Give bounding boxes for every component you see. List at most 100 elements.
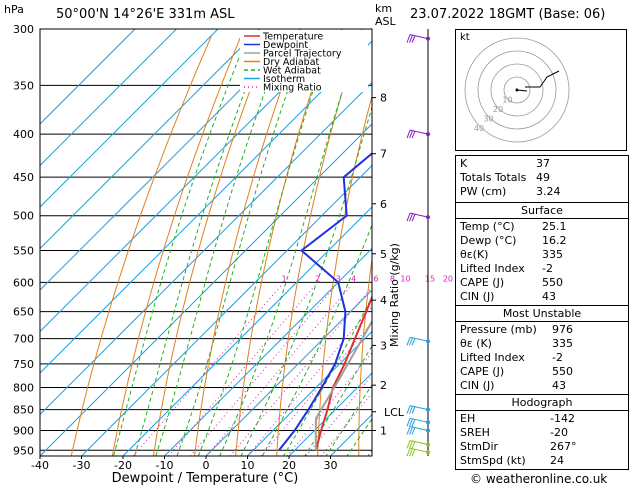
row-value: 550 [542, 276, 563, 289]
pw-value: 3.24 [536, 185, 561, 198]
mixing-ratio-axis-title: Mixing Ratio (g/kg) [388, 243, 401, 347]
row-label: CAPE (J) [460, 365, 505, 378]
row-value: -2 [552, 351, 563, 364]
hodograph-center [515, 88, 519, 92]
wind-barb-staff [409, 405, 429, 411]
wind-barb-flag [406, 34, 411, 43]
pressure-tick-label: 750 [13, 358, 34, 371]
dry-adiabat [276, 34, 361, 456]
most-unstable-title: Most Unstable [502, 307, 582, 320]
table-row: CIN (J) 43 [456, 379, 628, 393]
km-tick-label: 3 [380, 339, 387, 352]
table-row: Temp (°C) 25.1 [456, 220, 628, 234]
wind-barb-staff [409, 447, 429, 453]
background-lines [40, 29, 448, 456]
wet-adiabat [283, 296, 372, 456]
wind-barb-flag [409, 440, 413, 449]
datetime-title: 23.07.2022 18GMT (Base: 06) [410, 7, 606, 22]
legend-label: Dry Adiabat [263, 57, 320, 68]
wet-adiabat [261, 223, 372, 456]
isotherm-line [205, 289, 372, 456]
x-tick-label: -20 [114, 459, 132, 472]
row-value: 335 [542, 248, 563, 261]
pressure-tick-label: 350 [13, 79, 34, 92]
pressure-tick-label: 650 [13, 306, 34, 319]
row-value: -142 [550, 412, 575, 425]
hodograph-ring [503, 76, 531, 104]
isotherm-line [122, 206, 372, 456]
wind-barb-flag [406, 448, 411, 457]
isotherm-line [40, 40, 372, 374]
table-row: CIN (J) 43 [456, 290, 628, 304]
wind-barb-flag [411, 35, 416, 43]
wind-barb-flag [406, 418, 411, 427]
mixing-ratio-label: 10 [400, 274, 410, 283]
wet-adiabat [219, 29, 363, 456]
wind-barb-staff [409, 336, 429, 342]
mixing-ratio-label: 2 [315, 274, 320, 283]
row-value: 43 [552, 379, 566, 392]
legend-box [240, 30, 368, 92]
totals-label: Totals Totals [460, 171, 527, 184]
hodograph-ring [464, 37, 570, 143]
wind-barb-flag [411, 130, 416, 139]
table-row: θε(K) 335 [456, 248, 628, 262]
pressure-tick-label: 850 [13, 404, 34, 417]
wet-adiabat [197, 29, 335, 456]
pw-label: PW (cm) [460, 185, 507, 198]
table-row: Lifted Index -2 [456, 262, 628, 276]
row-value: -20 [550, 426, 568, 439]
wind-barb-flag [411, 338, 416, 346]
table-row: CAPE (J) 550 [456, 365, 628, 379]
pressure-tick-label: 300 [13, 23, 34, 36]
x-axis-title: Dewpoint / Temperature (°C) [112, 471, 299, 486]
x-tick-label: -30 [73, 459, 91, 472]
mixing-ratio-label: 15 [425, 274, 435, 283]
pressure-tick-label: 800 [13, 381, 34, 394]
row-label: CAPE (J) [460, 276, 505, 289]
pressure-tick-label: 500 [13, 210, 34, 223]
series-parcel-trajectory [314, 319, 372, 451]
row-value: 24 [550, 454, 564, 467]
hpa-label: hPa [4, 3, 24, 16]
row-value: 550 [552, 365, 573, 378]
wind-barb-flag [409, 405, 413, 414]
dry-adiabat [235, 34, 331, 456]
wind-barb-flag [406, 426, 411, 435]
table-row: CAPE (J) 550 [456, 276, 628, 290]
wind-barb-flag [411, 419, 416, 427]
wind-barb-flag [406, 129, 411, 139]
mixing-ratio-label: 8 [390, 274, 395, 283]
row-label: θε(K) [460, 248, 489, 261]
wind-barbs [406, 29, 430, 457]
isotherm-line [40, 81, 372, 416]
table-row: StmDir 267° [456, 440, 628, 454]
isotherm-line [81, 164, 372, 456]
dry-adiabat [317, 94, 372, 456]
dry-adiabat [194, 34, 301, 456]
most-unstable-panel: Most Unstable Pressure (mb) 976 θε (K) 335 L… [455, 305, 629, 395]
wind-barb-staff [409, 212, 429, 218]
wind-barb-flag [411, 213, 416, 222]
dry-adiabat [70, 34, 213, 456]
wind-barb-staff [409, 417, 429, 423]
x-tick-label: 0 [203, 459, 210, 472]
row-label: θε (K) [460, 337, 492, 350]
dry-adiabat [111, 34, 242, 456]
k-index-value: 37 [536, 157, 550, 170]
km-tick-label: LCL [384, 406, 405, 419]
row-value: 43 [542, 290, 556, 303]
isotherm-line [40, 29, 136, 125]
axis-labels: 3003504004505005506006507007508008509009… [13, 23, 467, 472]
table-row: EH -142 [456, 412, 628, 426]
mixing-ratio-label: 20 [443, 274, 453, 283]
dry-adiabat [399, 35, 448, 456]
wind-barb-flag [411, 448, 416, 457]
row-label: Pressure (mb) [460, 323, 537, 336]
pressure-tick-label: 900 [13, 425, 34, 438]
km-tick-label: 7 [380, 148, 387, 161]
hodograph-trace [516, 89, 528, 92]
wind-barb-staff [409, 439, 429, 445]
location-title: 50°00'N 14°26'E 331m ASL [56, 7, 235, 22]
